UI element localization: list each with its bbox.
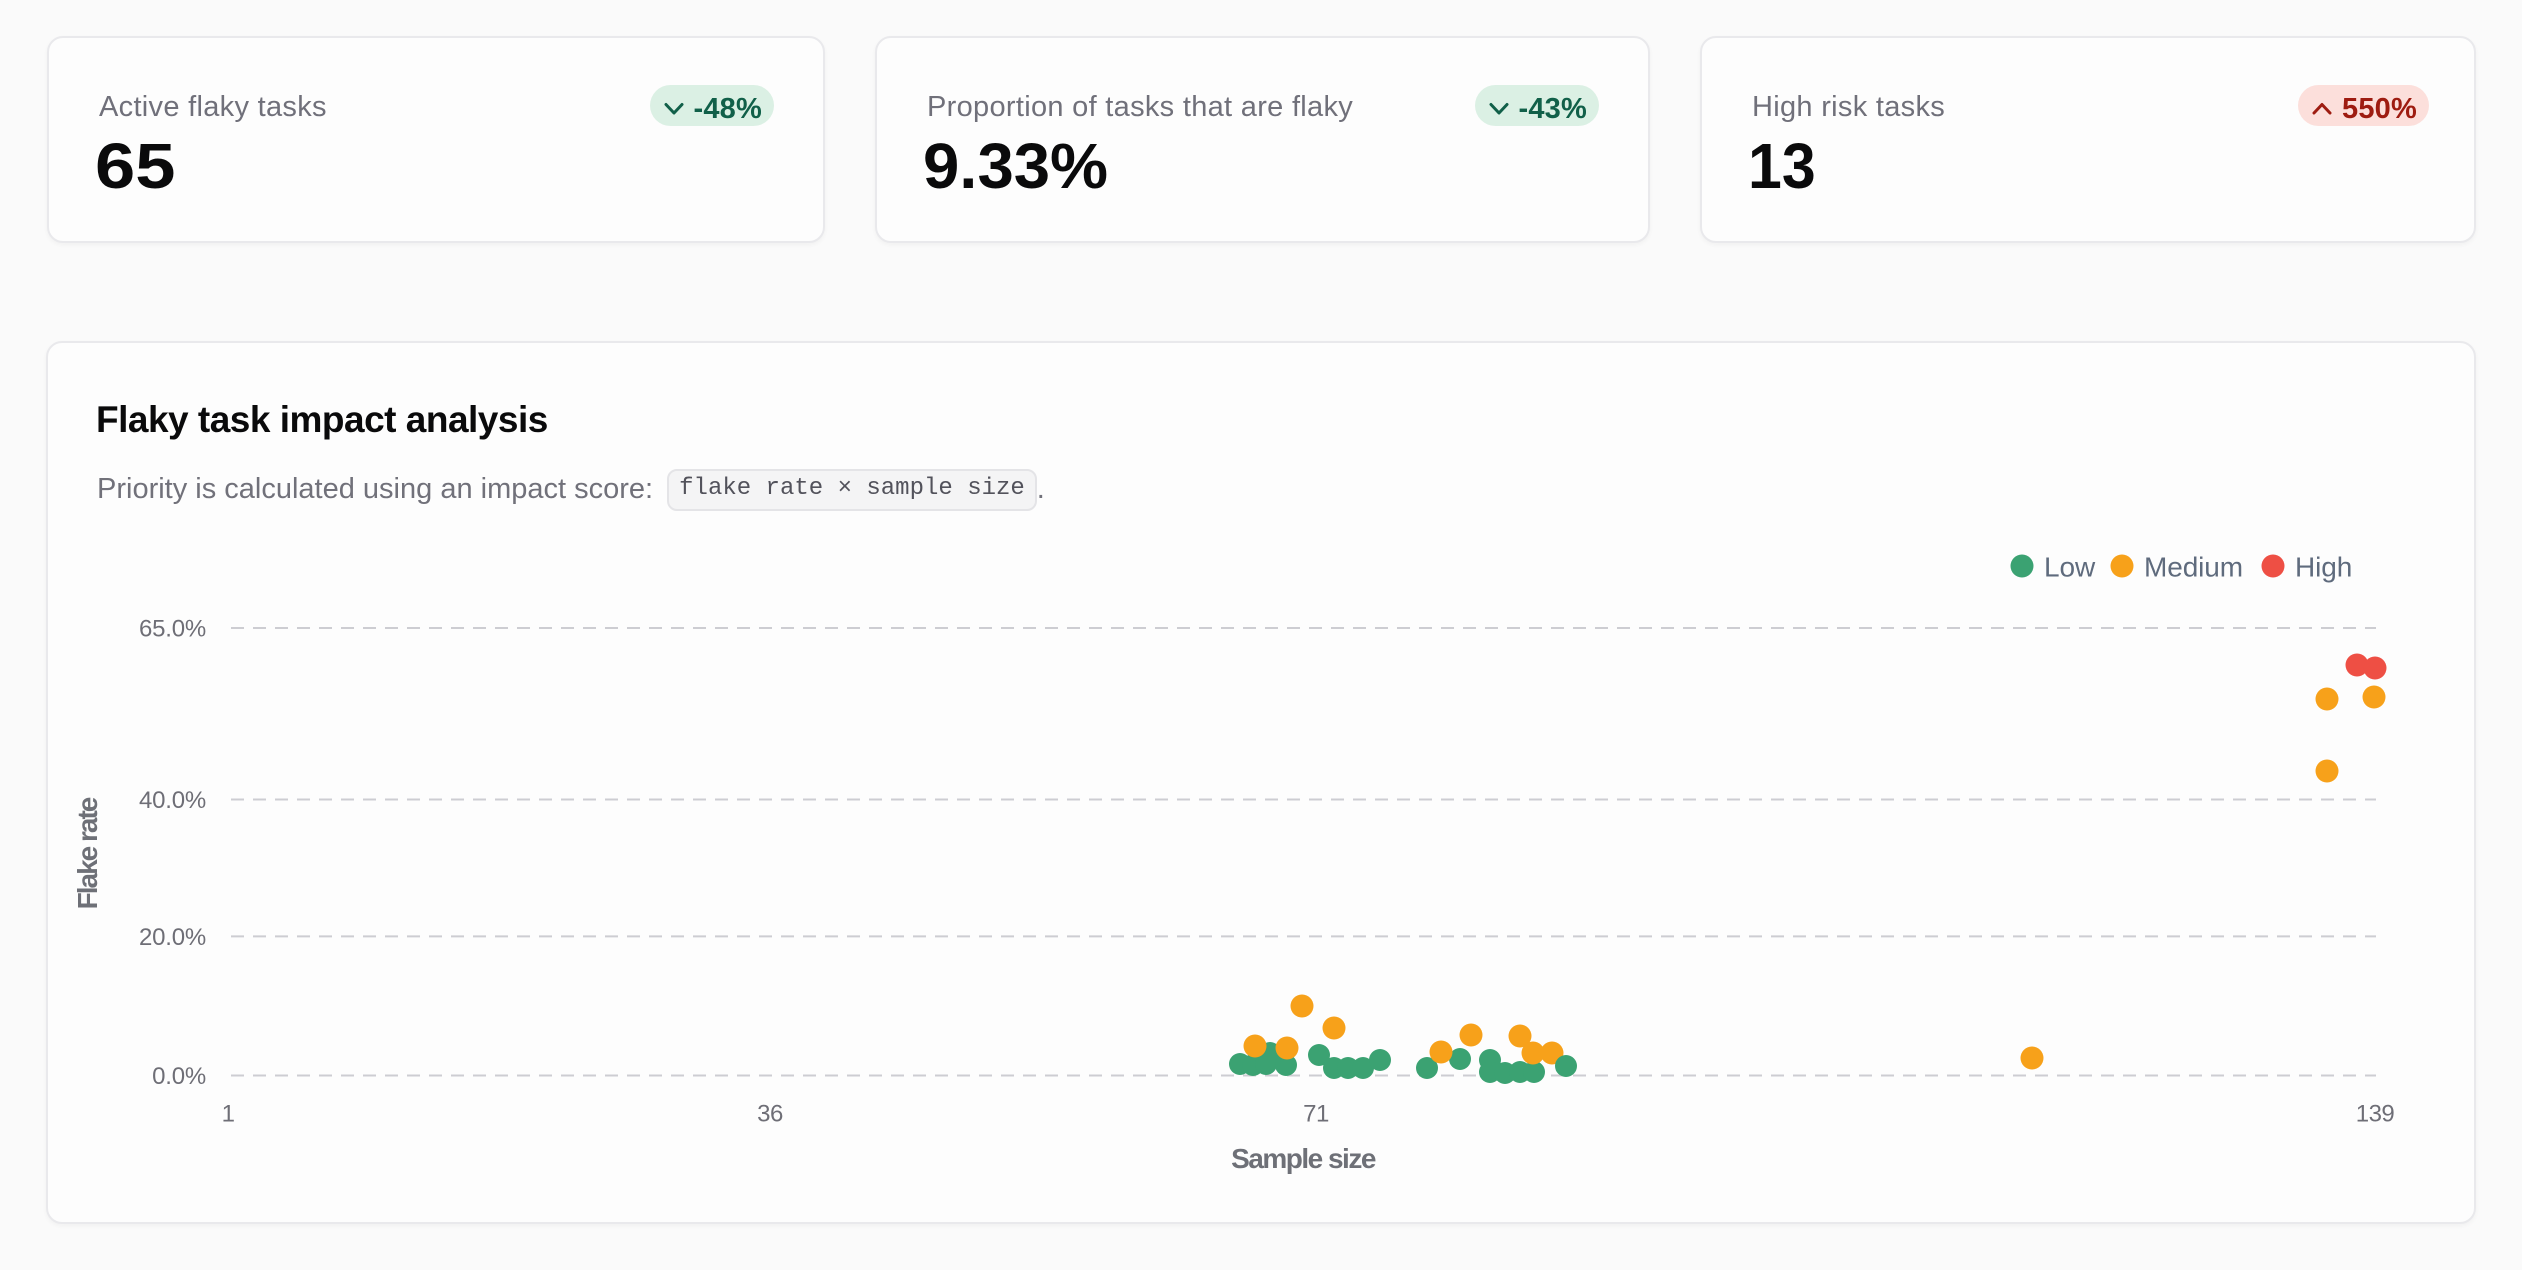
svg-text:40.0%: 40.0% <box>139 787 206 814</box>
svg-text:65.0%: 65.0% <box>139 616 206 643</box>
svg-text:36: 36 <box>757 1101 783 1128</box>
svg-text:Sample size: Sample size <box>1231 1143 1376 1174</box>
svg-text:1: 1 <box>222 1101 235 1128</box>
svg-text:Flake rate: Flake rate <box>72 797 103 909</box>
svg-text:Medium: Medium <box>2144 552 2243 583</box>
svg-text:139: 139 <box>2356 1101 2395 1128</box>
svg-text:71: 71 <box>1303 1101 1329 1128</box>
svg-text:High: High <box>2295 552 2352 583</box>
svg-text:Low: Low <box>2044 552 2096 583</box>
svg-text:0.0%: 0.0% <box>152 1063 206 1090</box>
svg-text:20.0%: 20.0% <box>139 924 206 951</box>
